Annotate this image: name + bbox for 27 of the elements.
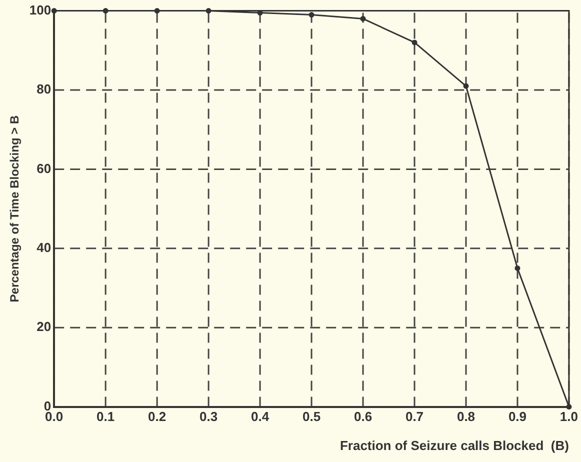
point	[51, 8, 57, 14]
x-tick-label: 0.9	[508, 409, 527, 424]
y-axis-title: Percentage of Time Blocking > B	[8, 115, 22, 302]
point	[566, 404, 572, 410]
x-axis-title: Fraction of Seizure calls Blocked (B)	[340, 438, 569, 453]
y-tick-label: 60	[36, 160, 52, 176]
point	[463, 83, 469, 89]
x-tick-label: 0.3	[200, 409, 218, 424]
x-tick-label: 0.4	[251, 409, 270, 424]
point	[412, 40, 418, 46]
point	[102, 8, 108, 14]
x-tick-label: 0.2	[148, 409, 166, 424]
y-tick-label: 100	[29, 2, 52, 18]
x-tick-label: 0.1	[96, 409, 115, 424]
point	[206, 8, 212, 14]
point	[154, 8, 160, 14]
point	[308, 12, 314, 18]
x-tick-label: 0.5	[302, 409, 321, 424]
x-tick-label: 1.0	[560, 409, 578, 424]
point	[360, 16, 366, 22]
x-tick-label: 0.8	[456, 409, 476, 424]
x-tick-label: 0.6	[354, 409, 372, 424]
x-tick-label: 0.7	[405, 409, 424, 424]
y-tick-label: 20	[36, 319, 52, 334]
point	[514, 265, 520, 271]
y-tick-label: 40	[36, 240, 52, 255]
y-tick-label: 80	[36, 82, 52, 97]
